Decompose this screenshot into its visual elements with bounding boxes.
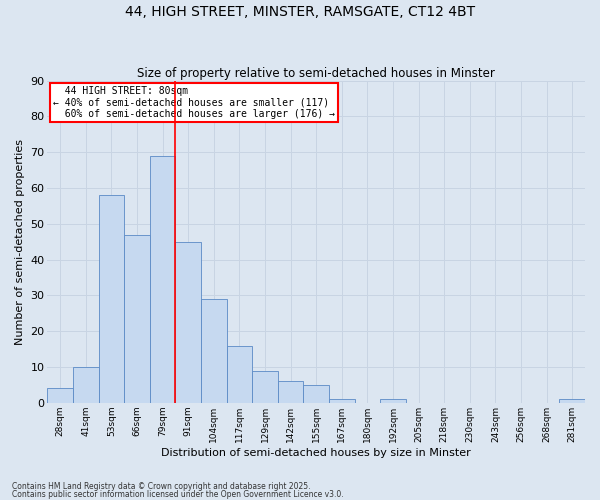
Text: Contains HM Land Registry data © Crown copyright and database right 2025.: Contains HM Land Registry data © Crown c… bbox=[12, 482, 311, 491]
Bar bbox=[227, 346, 252, 403]
Text: Contains public sector information licensed under the Open Government Licence v3: Contains public sector information licen… bbox=[12, 490, 344, 499]
Bar bbox=[252, 370, 278, 403]
Text: 44 HIGH STREET: 80sqm
← 40% of semi-detached houses are smaller (117)
  60% of s: 44 HIGH STREET: 80sqm ← 40% of semi-deta… bbox=[53, 86, 335, 120]
Bar bbox=[329, 399, 355, 403]
Bar bbox=[175, 242, 201, 403]
Bar bbox=[201, 299, 227, 403]
Bar bbox=[124, 234, 150, 403]
Bar bbox=[73, 367, 98, 403]
Y-axis label: Number of semi-detached properties: Number of semi-detached properties bbox=[15, 138, 25, 344]
Title: Size of property relative to semi-detached houses in Minster: Size of property relative to semi-detach… bbox=[137, 66, 495, 80]
Bar bbox=[150, 156, 175, 403]
Bar bbox=[278, 382, 304, 403]
Bar bbox=[380, 399, 406, 403]
Bar bbox=[47, 388, 73, 403]
Bar bbox=[559, 399, 585, 403]
Bar bbox=[304, 385, 329, 403]
Text: 44, HIGH STREET, MINSTER, RAMSGATE, CT12 4BT: 44, HIGH STREET, MINSTER, RAMSGATE, CT12… bbox=[125, 5, 475, 19]
X-axis label: Distribution of semi-detached houses by size in Minster: Distribution of semi-detached houses by … bbox=[161, 448, 471, 458]
Bar bbox=[98, 195, 124, 403]
